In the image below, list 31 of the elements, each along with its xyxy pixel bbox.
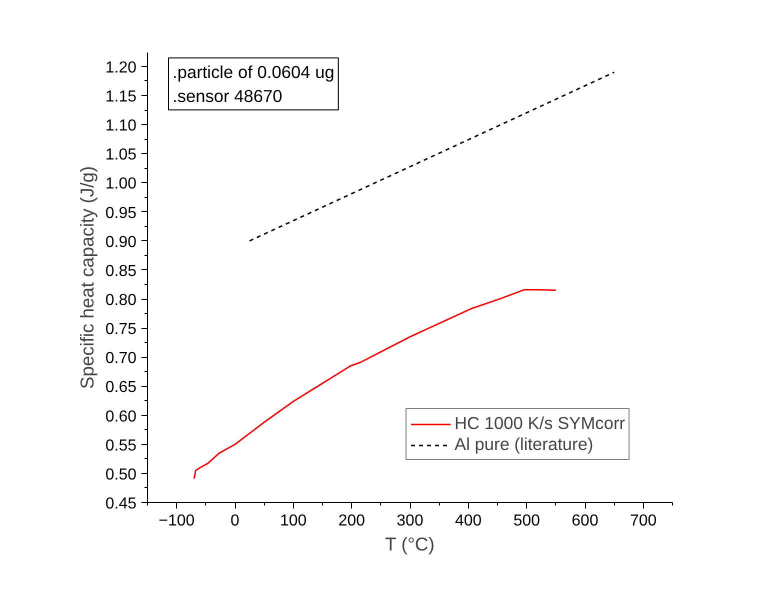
x-tick-label: 200 (338, 512, 366, 530)
y-tick-label: 1.00 (105, 176, 137, 193)
legend-label: Al pure (literature) (454, 434, 594, 455)
y-tick-label: 1.05 (105, 146, 137, 164)
x-tick-label: 400 (454, 512, 482, 530)
x-tick-label: 500 (513, 512, 540, 530)
y-tick-label: 0.75 (105, 321, 137, 338)
y-axis-title: Specific heat capacity (J/g) (76, 166, 98, 389)
x-tick-label: 600 (572, 512, 598, 530)
y-tick-label: 0.50 (105, 466, 137, 484)
y-tick-label: 0.45 (105, 496, 137, 512)
legend-label: HC 1000 K/s SYMcorr (454, 413, 625, 434)
y-tick-label: 0.95 (105, 204, 137, 222)
x-tick-label: 700 (630, 512, 657, 530)
x-axis-title: T (°C) (385, 534, 435, 554)
annotation: .sensor 48670 (172, 86, 282, 106)
x-tick-label: −100 (158, 512, 195, 530)
x-tick-label: 300 (396, 512, 424, 530)
x-tick-label: 0 (230, 512, 240, 530)
y-tick-label: 0.55 (105, 437, 137, 454)
y-tick-label: 0.70 (105, 350, 137, 368)
y-tick-label: 0.60 (105, 408, 137, 426)
y-tick-label: 0.85 (105, 262, 137, 280)
y-tick-label: 1.10 (105, 118, 137, 135)
y-tick-label: 1.15 (105, 88, 137, 106)
y-tick-label: 0.65 (105, 379, 137, 396)
y-tick-label: 0.80 (105, 292, 137, 310)
x-tick-label: 100 (280, 512, 307, 530)
y-tick-label: 1.20 (105, 59, 137, 76)
annotation: .particle of 0.0604 ug (172, 62, 334, 82)
y-tick-label: 0.90 (105, 234, 137, 251)
